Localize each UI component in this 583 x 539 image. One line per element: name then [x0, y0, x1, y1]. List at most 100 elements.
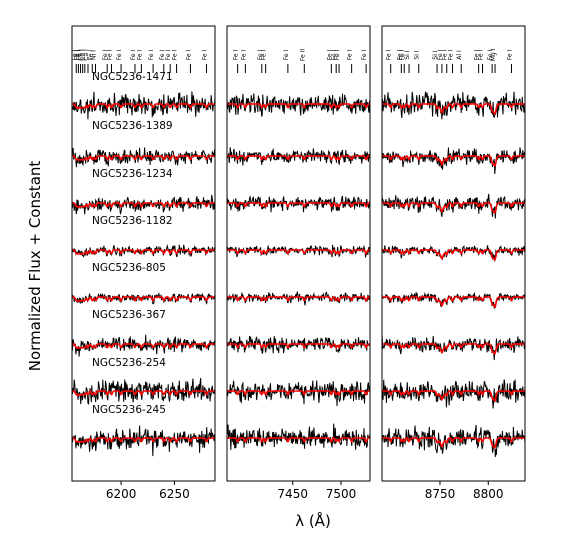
line-id-label: Fe I: [186, 50, 193, 61]
model-spectrum-NGC5236-805: [227, 296, 370, 302]
observed-spectrum-NGC5236-1389: [382, 147, 525, 174]
line-id-label: Fe I: [507, 50, 514, 61]
line-id-label: Fe I: [130, 50, 137, 61]
line-id-label: Ni I: [91, 50, 98, 60]
line-id-label: Si I: [432, 50, 439, 59]
line-id-label: Fe I: [331, 50, 338, 61]
line-id-label: Fe I: [71, 50, 78, 61]
line-id-label: Fe I: [474, 50, 481, 61]
plot-area: Fe IFe IFe ICa ICa ICa IFe INi I Fe IFe I…: [71, 25, 526, 501]
line-id-label: Mg I: [490, 48, 497, 61]
star-label: NGC5236-367: [92, 309, 166, 321]
line-id-label: Fe I: [202, 50, 209, 61]
line-id-label: Fe I: [233, 49, 240, 60]
model-spectrum-NGC5236-245: [72, 437, 215, 443]
model-spectrum-NGC5236-1234: [227, 202, 370, 208]
spectrum-panel-2: Fe I Fe I Fe IFe I Fe I Fe II Fe IFe IFe I Fe …: [226, 25, 371, 501]
observed-spectrum-NGC5236-1234: [227, 195, 370, 213]
model-spectrum-NGC5236-367: [382, 343, 525, 356]
observed-spectrum-NGC5236-805: [227, 290, 370, 306]
observed-spectrum-NGC5236-245: [72, 425, 215, 457]
line-id-label: Fe I: [399, 50, 406, 61]
line-id-label: Fe I: [116, 50, 123, 61]
line-id-label: Fe I: [442, 49, 449, 60]
x-tick-label: 8750: [425, 487, 456, 501]
line-id-label: Fe I: [257, 50, 264, 61]
observed-spectrum-NGC5236-254: [227, 380, 370, 407]
model-spectrum-NGC5236-805: [72, 296, 215, 302]
spectrum-panel-3: Fe I Fe IFe ISi I Si I Si IFe IFe IFe I Al I…: [381, 25, 526, 501]
model-spectrum-NGC5236-1389: [72, 155, 215, 161]
star-label: NGC5236-1471: [92, 71, 173, 83]
line-id-label: Fe I: [334, 50, 341, 61]
line-id-label: Fe II: [299, 49, 306, 61]
model-spectrum-NGC5236-1182: [72, 249, 215, 255]
observed-spectrum-NGC5236-1234: [382, 193, 525, 219]
line-id-label: Si I: [414, 50, 421, 59]
model-spectrum-NGC5236-1389: [382, 155, 525, 168]
model-spectrum-NGC5236-254: [72, 390, 215, 396]
line-id-label: Fe I: [159, 50, 166, 61]
model-spectrum-NGC5236-1182: [227, 249, 370, 255]
model-spectrum-NGC5236-1234: [382, 202, 525, 215]
line-id-label: Fe I: [396, 50, 403, 61]
model-spectrum-NGC5236-254: [227, 390, 370, 396]
model-spectrum-NGC5236-1389: [227, 155, 370, 161]
line-id-label: Fe I: [165, 50, 172, 61]
star-label: NGC5236-254: [92, 357, 166, 369]
star-label: NGC5236-1234: [92, 168, 173, 180]
x-tick-label: 7450: [277, 487, 308, 501]
model-spectrum-NGC5236-245: [382, 437, 525, 450]
x-axis-label: λ (Å): [295, 511, 331, 530]
line-id-label: Fe I: [76, 49, 83, 60]
line-id-label: Fe I: [326, 50, 333, 61]
y-axis-label: Normalized Flux + Constant: [26, 161, 44, 372]
line-id-label: Fe I: [73, 50, 80, 61]
line-id-label: Fe I: [386, 50, 393, 61]
model-spectrum-NGC5236-1182: [382, 249, 525, 262]
model-spectrum-NGC5236-367: [72, 343, 215, 349]
star-label: NGC5236-1182: [92, 215, 173, 227]
line-id-label: Fe I: [487, 49, 494, 60]
line-id-label: Fe I: [148, 50, 155, 61]
line-id-label: Fe I: [283, 50, 290, 61]
observed-spectrum-NGC5236-1234: [72, 194, 215, 215]
spectrum-panel-1: Fe IFe IFe ICa ICa ICa IFe INi I Fe IFe I…: [71, 25, 216, 501]
line-id-label: Fe I: [437, 50, 444, 61]
model-spectrum-NGC5236-254: [382, 390, 525, 403]
line-id-label: Ca I: [78, 49, 85, 61]
line-id-label: Al I: [456, 50, 463, 60]
panel-frame: [71, 25, 216, 482]
observed-spectrum-NGC5236-245: [382, 424, 525, 458]
model-spectrum-NGC5236-245: [227, 437, 370, 443]
observed-spectrum-NGC5236-245: [227, 423, 370, 450]
line-id-label: Fe I: [347, 49, 354, 60]
line-id-label: Fe I: [240, 50, 247, 61]
line-id-label: Ca I: [80, 49, 87, 61]
observed-spectrum-NGC5236-254: [72, 378, 215, 405]
x-tick-label: 7500: [326, 487, 357, 501]
line-id-label: Fe I: [102, 50, 109, 61]
line-id-label: Fe I: [136, 50, 143, 61]
line-id-label: Fe I: [172, 50, 179, 61]
panel-frame: [381, 25, 526, 482]
line-id-label: Ca I: [83, 49, 90, 61]
model-spectrum-NGC5236-805: [382, 296, 525, 309]
line-id-label: Fe I: [107, 50, 114, 61]
panel-frame: [226, 25, 371, 482]
x-tick-label: 6200: [106, 487, 137, 501]
x-tick-label: 8800: [473, 487, 504, 501]
model-spectrum-NGC5236-1234: [72, 202, 215, 208]
line-id-label: Fe I: [478, 50, 485, 61]
observed-spectrum-NGC5236-1182: [227, 244, 370, 258]
model-spectrum-NGC5236-367: [227, 343, 370, 349]
star-label: NGC5236-1389: [92, 120, 173, 132]
line-id-label: Si I: [404, 50, 411, 59]
x-tick-label: 6250: [159, 487, 190, 501]
line-id-label: Fe I: [87, 50, 94, 61]
model-spectrum-NGC5236-1471: [227, 103, 370, 109]
model-spectrum-NGC5236-1471: [382, 103, 525, 116]
line-id-label: Fe I: [361, 49, 368, 60]
line-id-label: Fe I: [448, 49, 455, 60]
